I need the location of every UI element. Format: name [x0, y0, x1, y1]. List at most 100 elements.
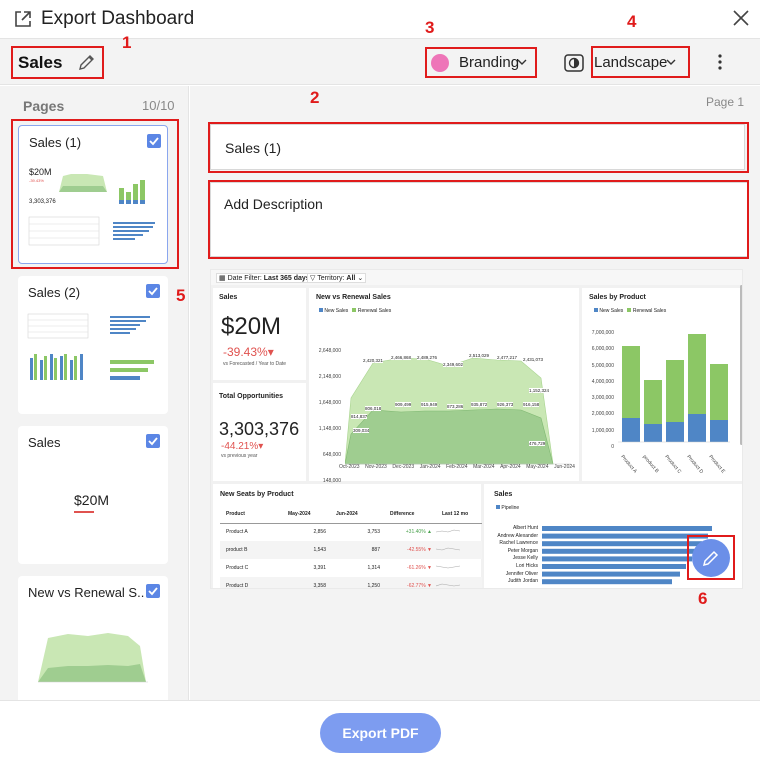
- data-label: 935,872: [471, 402, 488, 407]
- more-vertical-icon[interactable]: [717, 53, 723, 71]
- difference-value: -61.26%: [407, 565, 426, 571]
- page-thumbnail[interactable]: Sales $20M: [18, 426, 168, 564]
- dashboard-name[interactable]: Sales: [18, 53, 63, 72]
- close-icon[interactable]: [730, 7, 752, 29]
- column-header[interactable]: Difference: [390, 510, 415, 517]
- checkbox-checked-icon[interactable]: [146, 284, 160, 298]
- table-cell: +31.40% ▲: [384, 523, 436, 541]
- y-tick: 1,648,000: [318, 400, 341, 406]
- table-cell: 1,314: [367, 565, 380, 571]
- legend-swatch: [319, 308, 323, 312]
- pages-heading: Pages: [23, 98, 65, 114]
- x-tick: May-2024: [526, 464, 549, 470]
- column-header[interactable]: Last 12 mo: [442, 510, 469, 517]
- toolbar: Sales Branding Landscape: [0, 38, 760, 85]
- area-x-axis: Oct-2023 Nov-2023 Dec-2023 Jan-2024 Feb-…: [339, 464, 575, 470]
- page-thumbnail[interactable]: Sales (2): [18, 276, 168, 414]
- x-tick: Product E: [707, 454, 727, 475]
- down-arrow-icon: ▾: [267, 345, 274, 359]
- thumbnail-title: Sales (1): [29, 135, 82, 150]
- down-arrow-icon: ▼: [427, 565, 432, 571]
- kpi-sales-caption: vs Forecasted / Year to Date: [223, 361, 287, 367]
- checkbox-checked-icon[interactable]: [146, 584, 160, 598]
- edit-fab-button[interactable]: [692, 539, 730, 577]
- data-label: 873,286: [447, 404, 464, 409]
- x-tick: Oct-2023: [339, 464, 360, 470]
- bar-label: Peter Morgan: [507, 547, 538, 554]
- page-thumbnail[interactable]: New vs Renewal S...: [18, 576, 168, 700]
- sparkline: [435, 547, 461, 551]
- callout-number: 1: [122, 33, 132, 52]
- table-title: New Seats by Product: [220, 491, 294, 498]
- page-title-input[interactable]: Sales (1): [210, 124, 745, 170]
- bar-list-labels: Albert Hunt Andrew Alexander Rachel Lawr…: [488, 525, 538, 586]
- area-data-labels: 2,420,321 2,466,868 2,489,276 2,349,602 …: [349, 340, 569, 460]
- y-tick: 2,148,000: [318, 374, 341, 380]
- data-label: 814,837: [351, 414, 368, 419]
- area-y-axis: 2,648,000 2,148,000 1,648,000 1,148,000 …: [311, 338, 341, 494]
- territory-filter-value: All: [346, 275, 356, 282]
- thumbnail-preview: [27, 313, 154, 380]
- branding-color-swatch[interactable]: [431, 54, 449, 72]
- sales-by-product-chart: Sales by Product New Sales Renewal Sales…: [582, 288, 742, 481]
- column-header[interactable]: Product: [226, 510, 245, 517]
- legend-label: New Sales: [324, 308, 349, 314]
- date-filter-chip[interactable]: ▦ Date Filter: Last 365 days ⌄: [216, 273, 321, 283]
- x-tick: Apr-2024: [500, 464, 521, 470]
- y-tick: 4,000,000: [591, 378, 614, 385]
- table-cell: -62.77% ▼: [384, 577, 436, 588]
- preview-scrollbar[interactable]: [740, 285, 742, 445]
- sparkline: [435, 565, 461, 569]
- checkbox-checked-icon[interactable]: [147, 134, 161, 148]
- chevron-down-icon[interactable]: [666, 58, 676, 66]
- territory-filter-label: Territory:: [317, 275, 345, 282]
- thumbnail-title: New vs Renewal S...: [28, 585, 144, 600]
- table-cell: product B: [226, 547, 248, 553]
- orientation-dropdown[interactable]: Landscape: [594, 54, 668, 71]
- page-number: Page 1: [706, 95, 745, 109]
- data-label: 806,018: [365, 406, 382, 411]
- export-pdf-button[interactable]: Export PDF: [320, 713, 441, 753]
- bar-label: Lori Hicks: [516, 562, 538, 569]
- x-tick: Jun-2024: [554, 464, 575, 470]
- data-label: 2,489,276: [417, 355, 438, 360]
- y-tick: 3,000,000: [591, 395, 614, 402]
- bar-label: Jennifer Oliver: [505, 570, 538, 577]
- x-tick: Dec-2023: [392, 464, 415, 470]
- page-description-input[interactable]: Add Description: [210, 182, 748, 257]
- x-tick: Mar-2024: [473, 464, 495, 470]
- data-label: 1,152,324: [529, 388, 550, 393]
- chevron-down-icon[interactable]: [517, 58, 527, 66]
- up-arrow-icon: ▲: [427, 529, 432, 536]
- kpi-opps-title: Total Opportunities: [219, 393, 284, 400]
- svg-text:$20M: $20M: [29, 167, 52, 177]
- checkbox-checked-icon[interactable]: [146, 434, 160, 448]
- y-tick: 7,000,000: [591, 330, 614, 336]
- svg-text:-39.43%: -39.43%: [29, 178, 44, 183]
- column-header[interactable]: May-2024: [288, 510, 311, 517]
- page-thumbnail[interactable]: Sales (1) $20M -39.43% 3,303,376: [18, 125, 168, 264]
- bar-label: Rachel Lawrence: [499, 540, 538, 547]
- data-label: 916,158: [523, 402, 540, 407]
- pages-sidebar: Pages 10/10 Sales (1) $20M -39.43% 3,303…: [0, 86, 189, 700]
- data-label: 2,431,073: [523, 357, 544, 362]
- data-table: Product May-2024 Jun-2024 Difference Las…: [220, 505, 482, 588]
- stack-chart-title: Sales by Product: [589, 294, 646, 301]
- data-label: 2,420,321: [363, 358, 384, 363]
- y-tick: 2,000,000: [591, 411, 614, 418]
- x-tick: product B: [641, 454, 660, 475]
- data-label: 2,477,217: [497, 355, 518, 360]
- territory-filter-chip[interactable]: ▽ Territory: All ⌄: [307, 273, 367, 283]
- pencil-icon[interactable]: [77, 53, 96, 72]
- branding-dropdown[interactable]: Branding: [459, 54, 520, 71]
- thumbnail-title: Sales: [28, 435, 61, 450]
- theme-icon[interactable]: [564, 54, 584, 72]
- legend-label: Renewal Sales: [357, 308, 392, 314]
- y-tick: 2,648,000: [318, 348, 341, 354]
- dialog-titlebar: Export Dashboard: [0, 0, 760, 38]
- svg-text:3,303,376: 3,303,376: [29, 199, 56, 205]
- callout-number: 3: [425, 18, 435, 37]
- column-header[interactable]: Jun-2024: [336, 510, 358, 517]
- data-label: 926,373: [497, 402, 514, 407]
- kpi-opportunities-card: Total Opportunities 3,303,376 -44.21%▾ v…: [213, 383, 306, 481]
